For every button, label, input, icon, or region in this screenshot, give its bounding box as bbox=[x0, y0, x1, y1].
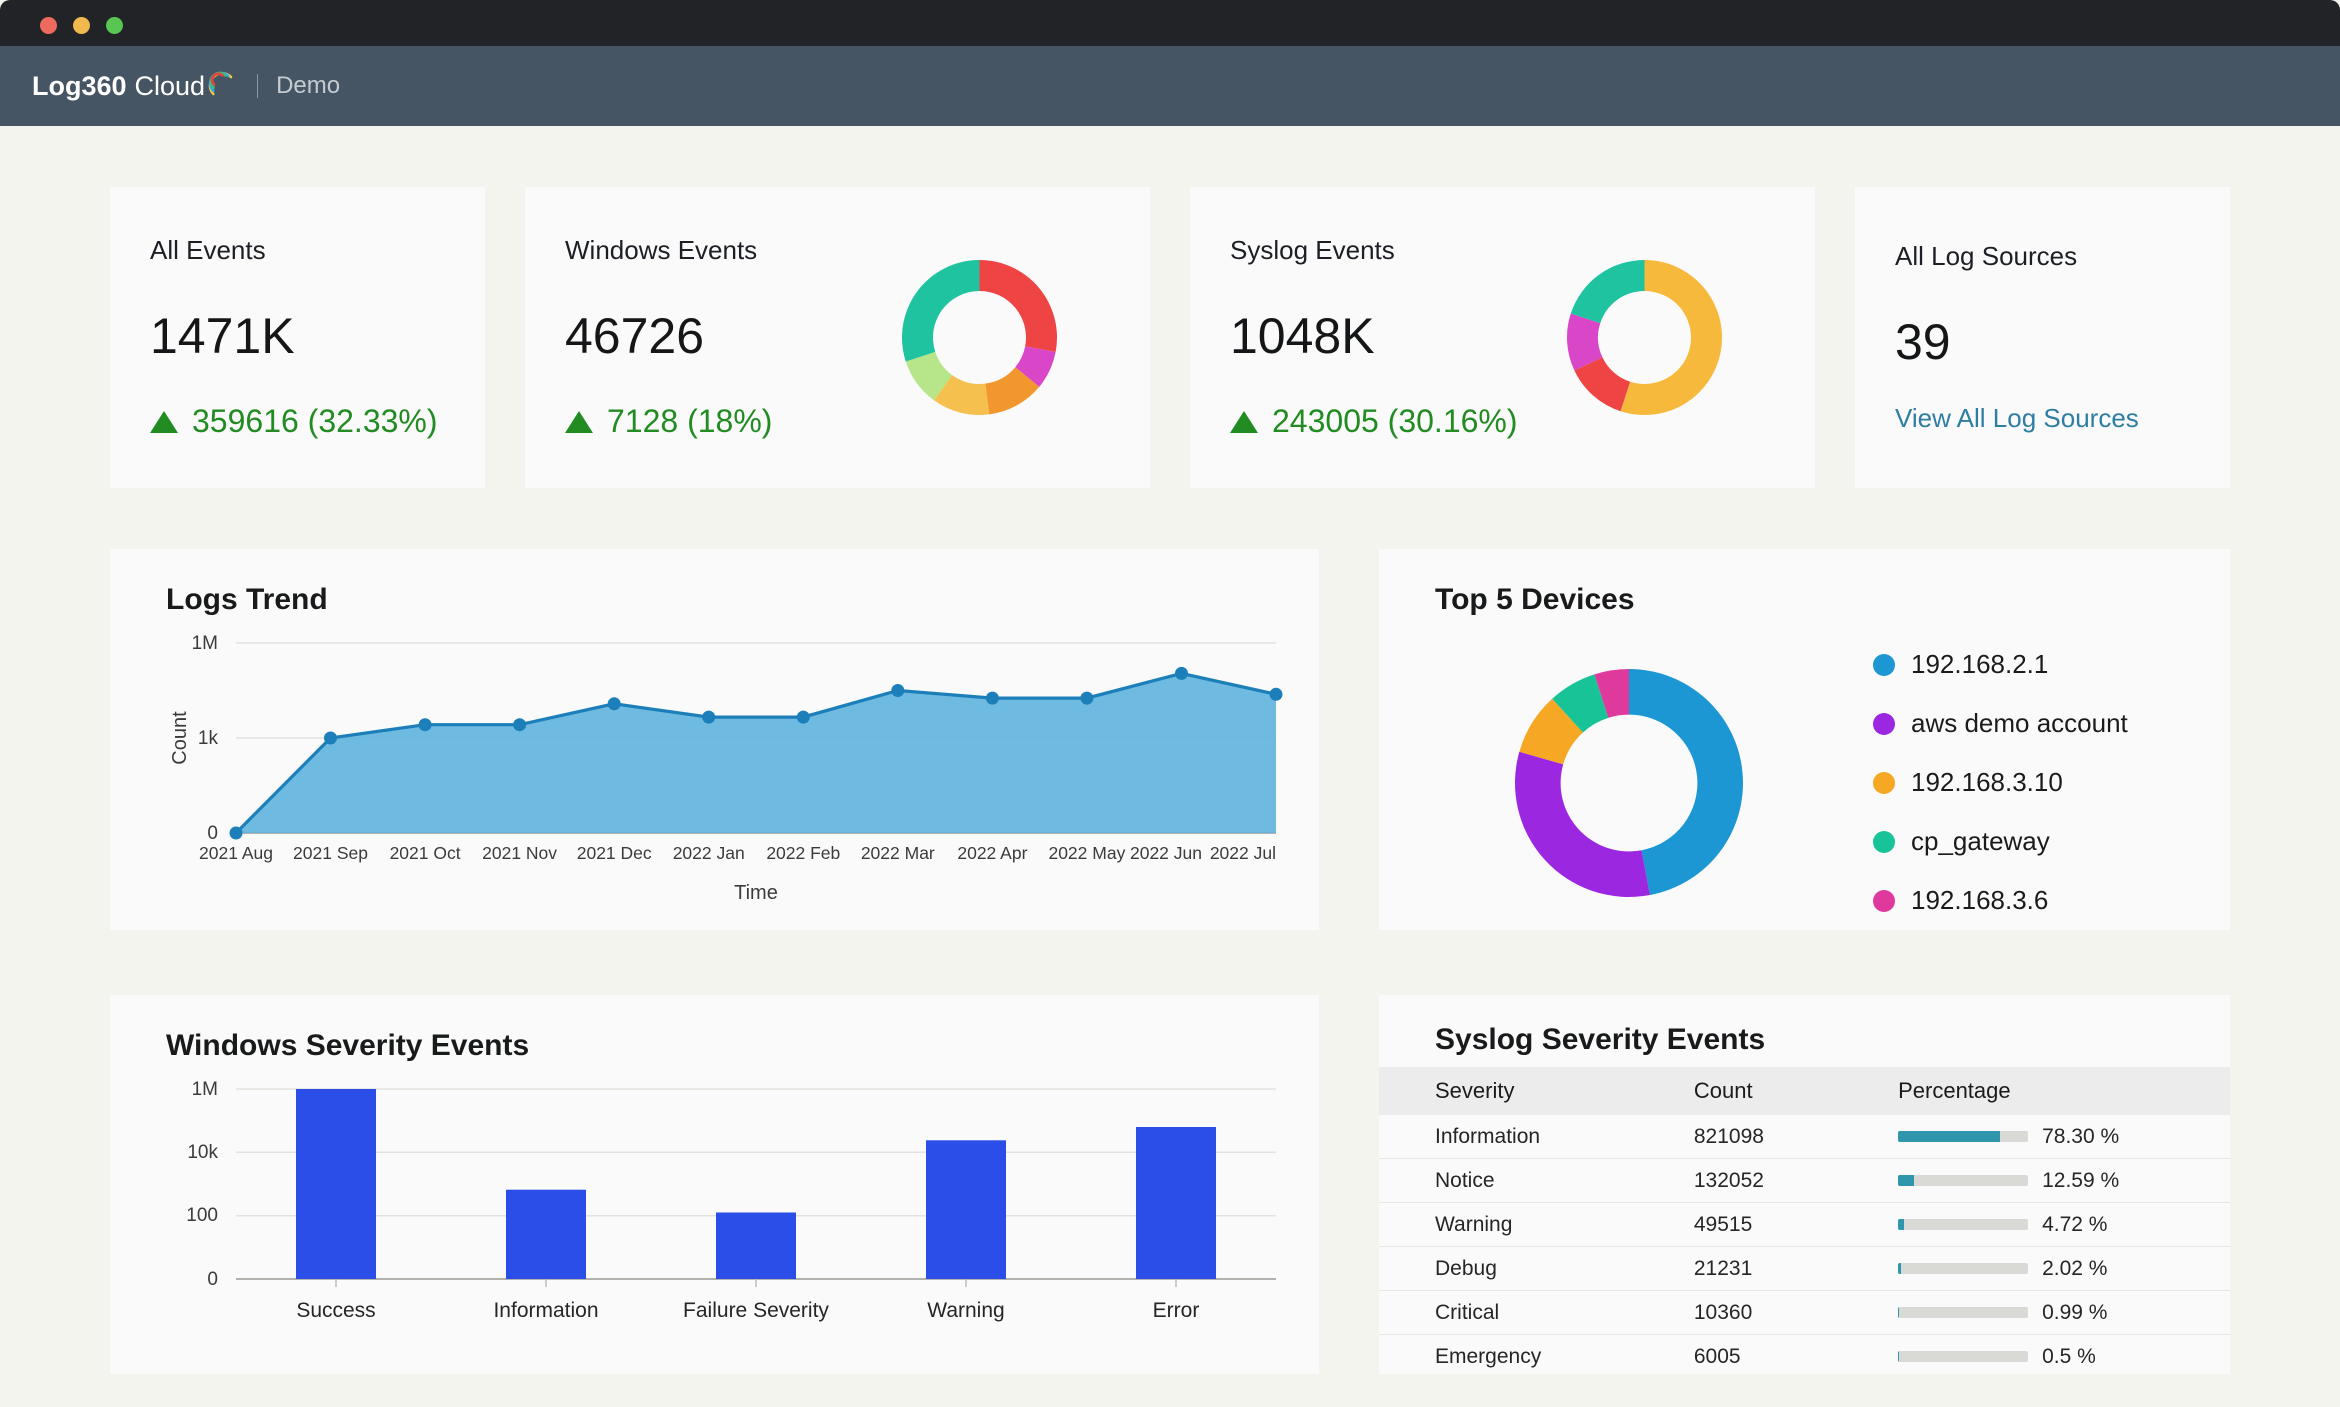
svg-text:2022 Mar: 2022 Mar bbox=[861, 843, 935, 863]
svg-text:2021 Oct: 2021 Oct bbox=[390, 843, 461, 863]
svg-text:0: 0 bbox=[207, 823, 218, 844]
svg-text:1M: 1M bbox=[192, 1079, 218, 1100]
svg-text:100: 100 bbox=[186, 1205, 218, 1226]
svg-text:2022 May: 2022 May bbox=[1048, 843, 1125, 863]
svg-text:1M: 1M bbox=[192, 633, 218, 654]
svg-text:0: 0 bbox=[207, 1269, 218, 1290]
svg-text:Failure Severity: Failure Severity bbox=[683, 1299, 829, 1322]
svg-text:Count: Count bbox=[169, 711, 191, 765]
svg-text:10k: 10k bbox=[187, 1142, 218, 1163]
svg-text:2022 Apr: 2022 Apr bbox=[957, 843, 1027, 863]
svg-text:2021 Aug: 2021 Aug bbox=[199, 843, 273, 863]
svg-text:Time: Time bbox=[734, 882, 778, 904]
svg-text:2021 Sep: 2021 Sep bbox=[293, 843, 368, 863]
svg-text:Error: Error bbox=[1153, 1299, 1200, 1322]
svg-text:Success: Success bbox=[296, 1299, 375, 1322]
svg-text:2022 Jan: 2022 Jan bbox=[673, 843, 745, 863]
svg-text:2021 Dec: 2021 Dec bbox=[577, 843, 652, 863]
svg-text:2021 Nov: 2021 Nov bbox=[482, 843, 557, 863]
svg-text:2022 Feb: 2022 Feb bbox=[766, 843, 840, 863]
svg-text:2022 Jul: 2022 Jul bbox=[1210, 843, 1276, 863]
svg-text:1k: 1k bbox=[198, 728, 219, 749]
svg-text:Warning: Warning bbox=[927, 1299, 1004, 1322]
svg-text:Information: Information bbox=[493, 1299, 598, 1322]
svg-text:2022 Jun: 2022 Jun bbox=[1130, 843, 1202, 863]
